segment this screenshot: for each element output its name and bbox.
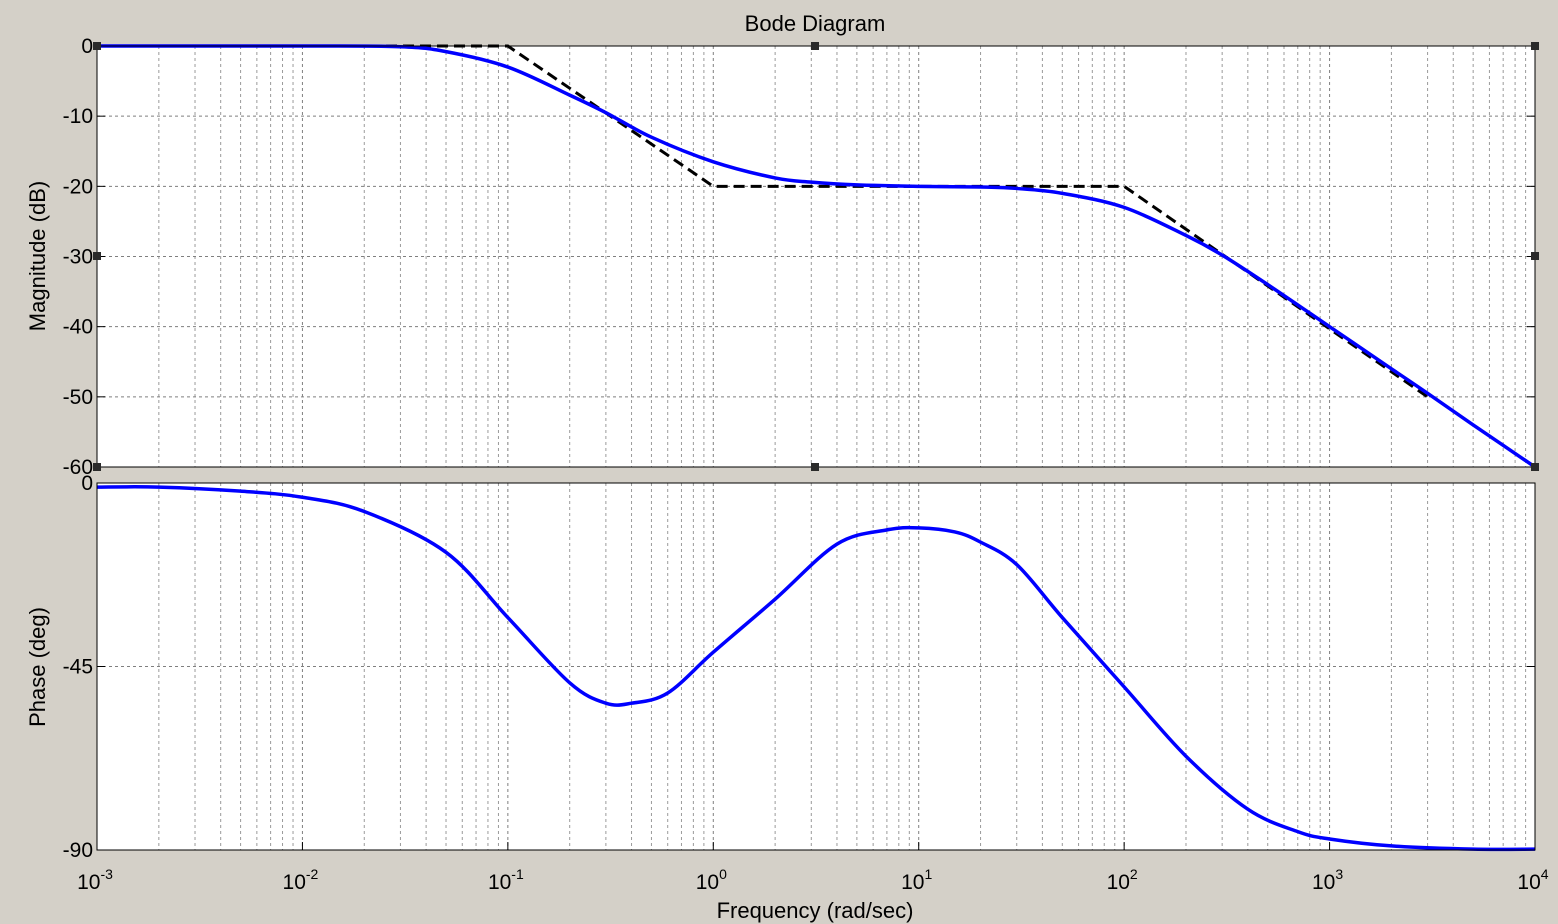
resize-handle-middle-left[interactable] (93, 252, 101, 260)
x-tick-label: 103 (1312, 866, 1343, 894)
magnitude-y-tick-label: -10 (63, 105, 93, 128)
phase-plot-area (96, 482, 1536, 851)
phase-grid (97, 483, 1535, 850)
x-tick-base: 10 (488, 871, 511, 894)
magnitude-curve (96, 44, 1536, 469)
magnitude-grid (97, 46, 1535, 467)
phase-axes: 0 -45 -90 (63, 472, 1536, 862)
phase-y-ticks: 0 -45 -90 (63, 472, 1535, 862)
x-tick-label: 100 (696, 866, 727, 894)
magnitude-axes: 0 -10 -20 -30 -40 -50 -60 (63, 35, 1536, 479)
magnitude-y-axis-label: Magnitude (dB) (25, 181, 50, 331)
resize-handle-top-right[interactable] (1531, 42, 1539, 50)
frequency-x-axis-label: Frequency (rad/sec) (717, 898, 914, 923)
magnitude-y-tick-label: -60 (63, 456, 93, 479)
phase-y-tick-label: -90 (63, 839, 93, 862)
phase-y-tick-label: 0 (81, 472, 93, 495)
x-tick-base: 10 (696, 871, 719, 894)
x-tick-base: 10 (1312, 871, 1335, 894)
frequency-x-ticks: 10-3 10-2 10-1 100 101 102 103 104 (77, 842, 1549, 894)
x-tick-base: 10 (1517, 871, 1540, 894)
x-tick-exponent: 3 (1335, 866, 1343, 882)
x-tick-label: 10-1 (488, 866, 524, 894)
magnitude-y-tick-label: 0 (81, 35, 93, 58)
magnitude-y-ticks: 0 -10 -20 -30 -40 -50 -60 (63, 35, 1535, 479)
x-tick-exponent: -1 (511, 866, 524, 882)
selection-handles[interactable] (93, 42, 1539, 471)
magnitude-y-tick-label: -50 (63, 386, 93, 409)
x-tick-exponent: 4 (1541, 866, 1549, 882)
x-tick-label: 102 (1107, 866, 1138, 894)
phase-y-tick-label: -45 (63, 656, 93, 679)
phase-y-axis-label: Phase (deg) (25, 607, 50, 727)
x-tick-base: 10 (1107, 871, 1130, 894)
x-tick-label: 10-3 (77, 866, 113, 894)
x-tick-exponent: -3 (100, 866, 113, 882)
resize-handle-top-center[interactable] (811, 42, 819, 50)
x-tick-exponent: -2 (306, 866, 319, 882)
x-tick-exponent: 2 (1130, 866, 1138, 882)
x-tick-base: 10 (283, 871, 306, 894)
magnitude-y-tick-label: -20 (63, 175, 93, 198)
x-tick-label: 104 (1517, 866, 1548, 894)
magnitude-plot-area (96, 45, 1536, 468)
x-tick-exponent: 1 (924, 866, 932, 882)
x-tick-label: 10-2 (283, 866, 319, 894)
x-tick-exponent: 0 (719, 866, 727, 882)
resize-handle-bottom-right[interactable] (1531, 463, 1539, 471)
phase-axes-frame (96, 482, 1536, 851)
chart-title: Bode Diagram (745, 11, 886, 36)
magnitude-y-tick-label: -40 (63, 316, 93, 339)
resize-handle-top-left[interactable] (93, 42, 101, 50)
x-tick-base: 10 (77, 871, 100, 894)
magnitude-y-tick-label: -30 (63, 246, 93, 269)
resize-handle-bottom-left[interactable] (93, 463, 101, 471)
resize-handle-bottom-center[interactable] (811, 463, 819, 471)
x-tick-label: 101 (901, 866, 932, 894)
phase-curve (96, 485, 1536, 852)
resize-handle-middle-right[interactable] (1531, 252, 1539, 260)
x-tick-base: 10 (901, 871, 924, 894)
